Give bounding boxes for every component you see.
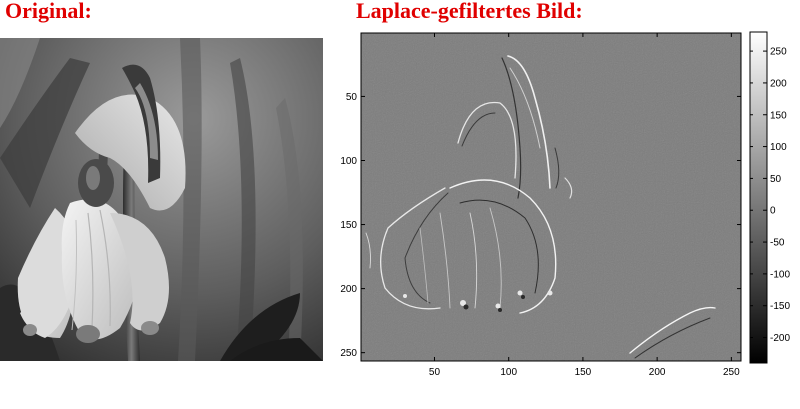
original-title: Original: (5, 0, 92, 23)
x-tick-label: 100 (500, 367, 517, 378)
colorbar-tick-label: -150 (770, 301, 790, 312)
x-tick-label: 50 (429, 367, 441, 378)
image-axes-box (360, 32, 742, 362)
colorbar-tick-label: -100 (770, 269, 790, 280)
y-tick-label: 50 (346, 92, 358, 103)
colorbar (749, 31, 768, 364)
colorbar-tick-label: -50 (770, 238, 785, 249)
x-tick-label: 250 (723, 367, 740, 378)
colorbar-tick-label: 150 (770, 110, 787, 121)
colorbar-tick-label: 50 (770, 174, 782, 185)
colorbar-tick-label: 0 (770, 206, 776, 217)
colorbar-tick-label: 200 (770, 78, 787, 89)
y-tick-label: 150 (340, 220, 357, 231)
y-tick-label: 100 (340, 156, 357, 167)
x-axis: 50 100 150 200 250 (429, 33, 740, 378)
y-tick-label: 200 (340, 284, 357, 295)
colorbar-axis: 250 200 150 100 50 0 -50 -100 -150 -200 (750, 47, 790, 344)
colorbar-tick-label: 250 (770, 47, 787, 58)
colorbar-tick-label: -200 (770, 333, 790, 344)
x-tick-label: 150 (575, 367, 592, 378)
colorbar-tick-label: 100 (770, 142, 787, 153)
y-axis: 50 100 150 200 250 (340, 92, 741, 359)
y-tick-label: 250 (340, 348, 357, 359)
laplace-image (361, 33, 741, 361)
original-image (0, 38, 323, 361)
laplace-title: Laplace-gefiltertes Bild: (356, 0, 583, 23)
laplace-figure: 50 100 150 200 250 50 100 150 200 250 250 200 150 1… (340, 31, 790, 378)
x-tick-label: 200 (649, 367, 666, 378)
